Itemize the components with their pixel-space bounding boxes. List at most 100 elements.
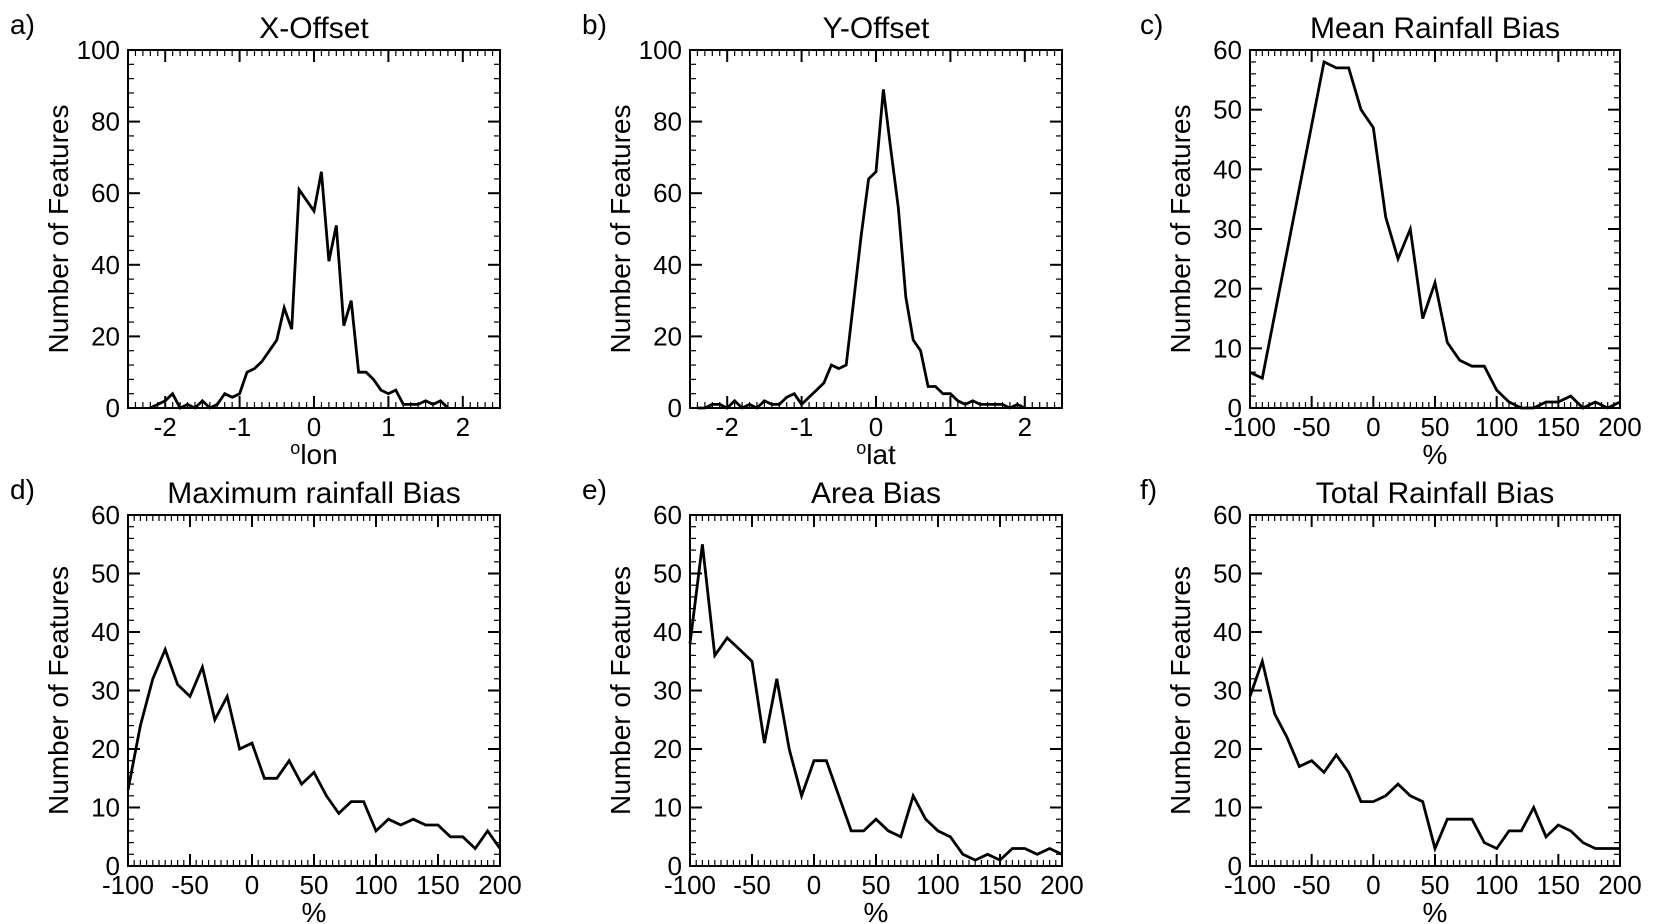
y-tick-label: 0 [106,851,120,881]
x-tick-label: 100 [916,870,959,900]
x-tick-label: 0 [307,412,321,442]
x-tick-label: -100 [102,870,154,900]
panel-title: Y-Offset [823,12,930,45]
x-tick-label: 1 [943,412,957,442]
panel-d: -100 -50 0 50 100 150 200 0 10 20 30 40 50 60 Maximum … [10,474,522,924]
x-tick-label: -2 [154,412,177,442]
y-tick-label: 0 [668,393,682,423]
x-axis-label: % [1423,439,1448,470]
y-tick-label: 20 [653,321,682,351]
panel-e: -100 -50 0 50 100 150 200 0 10 20 30 40 50 60 Area Bia… [582,474,1084,924]
panel-a: -2 -1 0 1 2020406080100X-Offseta)olonNumber … [10,9,501,470]
x-tick-label: 150 [978,870,1021,900]
y-axis-label: Number of Features [605,105,636,354]
x-tick-label: -100 [664,870,716,900]
x-tick-label: 50 [1421,870,1450,900]
y-tick-label: 10 [91,793,120,823]
x-tick-label: 150 [1537,870,1580,900]
x-tick-label: 2 [456,412,470,442]
y-tick-label: 40 [91,617,120,647]
x-tick-label: 1 [381,412,395,442]
x-tick-label: 200 [1040,870,1083,900]
y-tick-label: 10 [1213,793,1242,823]
x-tick-label: 2 [1018,412,1032,442]
y-tick-label: 20 [653,734,682,764]
y-tick-label: 10 [1213,333,1242,363]
y-tick-label: 0 [1228,851,1242,881]
panel-label: a) [10,9,35,40]
x-tick-label: 200 [1598,412,1641,442]
x-axis-label: % [1423,897,1448,924]
x-tick-label: -50 [1293,870,1331,900]
y-tick-label: 40 [653,250,682,280]
y-tick-label: 30 [653,676,682,706]
y-tick-label: 40 [91,250,120,280]
x-axis-label: % [302,897,327,924]
y-tick-label: 0 [1228,393,1242,423]
x-tick-label: 150 [1537,412,1580,442]
y-tick-label: 40 [653,617,682,647]
x-tick-label: 0 [869,412,883,442]
x-axis-label: olon [290,438,337,470]
panel-label: b) [582,9,607,40]
y-tick-label: 100 [77,35,120,65]
x-tick-label: 50 [862,870,891,900]
y-tick-label: 10 [653,793,682,823]
x-tick-label: 200 [1598,870,1641,900]
x-tick-label: 0 [1366,870,1380,900]
x-tick-label: 100 [354,870,397,900]
plot-frame [1249,514,1621,867]
y-tick-label: 0 [106,393,120,423]
y-axis-label: Number of Features [1165,566,1196,815]
x-tick-label: -50 [1293,412,1331,442]
y-tick-label: 30 [1213,676,1242,706]
y-tick-label: 40 [1213,617,1242,647]
x-tick-label: 0 [1366,412,1380,442]
y-tick-label: 80 [653,107,682,137]
panel-b: -2 -1 0 1 2020406080100Y-Offsetb)olatNumber … [582,9,1063,470]
plot-frame [1249,49,1621,409]
y-tick-label: 20 [91,321,120,351]
x-tick-label: -1 [228,412,251,442]
data-line [1248,656,1620,853]
y-tick-label: 50 [91,559,120,589]
y-tick-label: 20 [1213,274,1242,304]
data-line [1249,59,1621,410]
panel-label: c) [1140,9,1163,40]
y-tick-label: 50 [653,559,682,589]
x-tick-label: -1 [790,412,813,442]
y-tick-label: 40 [1213,154,1242,184]
x-tick-label: -2 [716,412,739,442]
x-tick-label: 50 [1421,412,1450,442]
data-line [126,645,502,851]
y-tick-label: 20 [91,734,120,764]
data-line [697,89,1026,410]
x-axis-label-main: lat [866,439,896,470]
panel-c: -100 -50 0 50 100 150 200 0 10 20 30 40 50 60 Mean Rai… [1140,9,1642,470]
x-tick-label: 100 [1475,412,1518,442]
panel-label: f) [1140,474,1157,505]
y-tick-label: 30 [91,676,120,706]
x-tick-label: 200 [478,870,521,900]
x-tick-label: 50 [300,870,329,900]
x-tick-label: 150 [416,870,459,900]
plot-frame [689,49,1063,409]
panel-f: -100 -50 0 50 100 150 200 0 10 20 30 40 50 60 Total Ra… [1140,474,1642,924]
plot-frame [127,49,501,409]
x-axis-label-main: lon [300,439,337,470]
y-tick-label: 30 [1213,214,1242,244]
x-tick-label: -100 [1224,870,1276,900]
y-tick-label: 60 [653,178,682,208]
panel-title: Mean Rainfall Bias [1310,12,1560,45]
x-axis-label: % [864,897,889,924]
y-tick-label: 60 [91,178,120,208]
y-axis-label: Number of Features [43,566,74,815]
panel-title: Maximum rainfall Bias [167,477,460,510]
panel-title: X-Offset [259,12,369,45]
y-axis-label: Number of Features [1165,105,1196,354]
plot-frame [689,514,1063,867]
x-tick-label: 0 [807,870,821,900]
y-tick-label: 0 [668,851,682,881]
x-tick-label: -50 [171,870,209,900]
y-tick-label: 60 [653,500,682,530]
